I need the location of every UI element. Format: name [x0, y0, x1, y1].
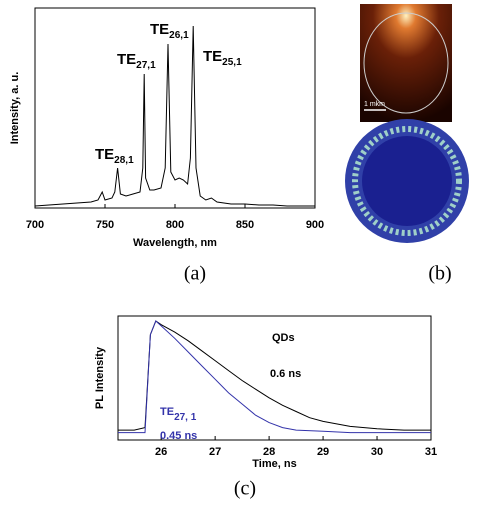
x-tick-label: 30: [371, 446, 383, 458]
panel-label: (c): [234, 478, 256, 500]
annotation-sub: 26,1: [169, 30, 189, 41]
y-axis-label: Intensity, a. u.: [9, 72, 21, 145]
annotation: TE26,1: [150, 21, 189, 41]
x-axis-label: Time, ns: [252, 458, 296, 470]
series-line: [35, 26, 315, 206]
annotation: TE27,1: [117, 51, 156, 71]
scale-label: 1 mkm: [364, 101, 385, 108]
x-tick-label: 27: [209, 446, 221, 458]
annotation-text: TE: [203, 48, 222, 65]
x-tick-label: 900: [306, 219, 324, 231]
panel-label: (b): [428, 263, 451, 285]
x-tick-label: 31: [425, 446, 437, 458]
annotation-text: QDs: [272, 332, 295, 344]
annotation-text: TE: [95, 146, 114, 163]
x-tick-label: 26: [155, 446, 167, 458]
panel-b-image: [345, 4, 469, 243]
annotation: 0.6 ns: [270, 368, 301, 380]
annotation: QDs: [272, 332, 295, 344]
x-tick-label: 28: [263, 446, 275, 458]
annotation-sub: 27,1: [136, 60, 156, 71]
annotation-sub: 28,1: [114, 155, 134, 166]
panel-label: (a): [184, 263, 206, 285]
x-tick-label: 29: [317, 446, 329, 458]
figure: 700750800850900TE28,1TE27,1TE26,1TE25,1W…: [0, 0, 501, 504]
x-axis-label: Wavelength, nm: [133, 237, 217, 249]
annotation-text: TE: [150, 21, 169, 38]
annotation-text: 0.45 ns: [160, 430, 197, 442]
annotation-text: 0.6 ns: [270, 368, 301, 380]
annotation-sub: 25,1: [222, 57, 242, 68]
x-tick-label: 700: [26, 219, 44, 231]
mode-core: [362, 136, 452, 226]
annotation-sub: 27, 1: [174, 412, 197, 423]
annotation: TE28,1: [95, 146, 134, 166]
annotation: TE25,1: [203, 48, 242, 68]
annotation: 0.45 ns: [160, 430, 197, 442]
y-axis-label: PL Intensity: [94, 346, 106, 409]
annotation-text: TE: [160, 406, 174, 418]
x-tick-label: 800: [166, 219, 184, 231]
annotation: TE27, 1: [160, 406, 197, 423]
x-tick-label: 750: [96, 219, 114, 231]
x-tick-label: 850: [236, 219, 254, 231]
annotation-text: TE: [117, 51, 136, 68]
